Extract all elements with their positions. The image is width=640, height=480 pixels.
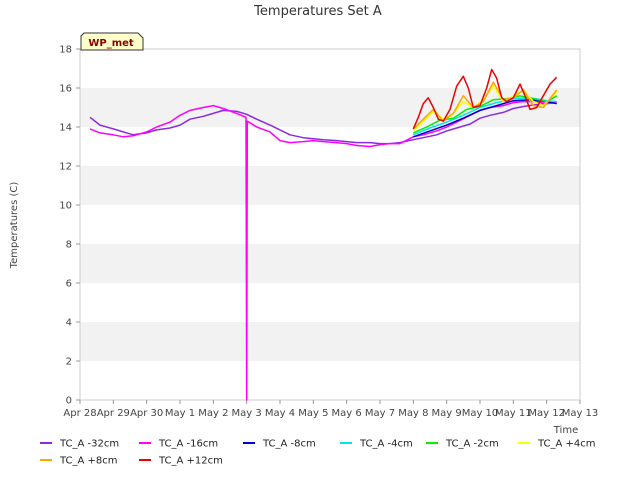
legend: TC_A -32cm TC_A -16cm TC_A -8cm TC_A -4cm TC… [40,439,596,467]
y-tick-label: 16 [59,84,72,95]
x-tick-label: May 6 [332,408,362,419]
series-line-tc-a-8cm [412,81,558,130]
x-tick-label: May 8 [398,408,428,419]
series-line-tc-a-2cm [412,95,558,134]
chart-title: Temperatures Set A [253,4,382,19]
grid-band [80,322,580,361]
x-tick-label: May 9 [432,408,462,419]
y-tick-label: 8 [66,240,72,251]
x-tick-label: Apr 29 [97,408,130,419]
y-tick-label: 4 [66,318,72,329]
legend-label: TC_A -32cm [59,439,119,450]
grid-band [80,244,580,283]
x-tick-label: Apr 28 [63,408,96,419]
grid-bands [80,88,580,361]
y-tick-label: 10 [59,201,72,212]
legend-label: TC_A +4cm [537,439,596,450]
series-line-tc-a-12cm [412,68,558,130]
y-tick-label: 6 [66,279,72,290]
y-tick-label: 0 [66,396,72,407]
x-axis-ticks: Apr 28 Apr 29 Apr 30 May 1 May 2 May 3 May 4 Ma… [63,400,598,419]
station-badge-text: WP_met [88,38,134,49]
x-tick-label: May 1 [165,408,195,419]
station-badge-box [80,32,144,51]
plot-area-frame [79,48,581,401]
x-tick-label: May 12 [528,408,565,419]
y-axis-ticks: 0 2 4 6 8 10 12 14 16 18 [59,45,80,407]
x-tick-label: May 10 [462,408,499,419]
legend-label: TC_A +12cm [158,456,223,467]
x-tick-label: May 4 [265,408,295,419]
x-tick-label: Apr 30 [130,408,163,419]
x-axis-label: Time [553,425,578,436]
y-tick-label: 12 [59,162,72,173]
grid-band [80,88,580,127]
legend-label: TC_A -4cm [359,439,413,450]
x-tick-label: May 11 [495,408,532,419]
station-badge: WP_met [80,32,144,51]
y-tick-label: 14 [59,123,72,134]
series-lines [89,68,558,401]
x-tick-label: May 7 [365,408,395,419]
y-tick-label: 2 [66,357,72,368]
y-axis-label: Temperatures (C) [9,182,20,270]
x-tick-label: May 5 [298,408,328,419]
y-tick-label: 18 [59,45,72,56]
legend-label: TC_A -16cm [158,439,218,450]
x-tick-label: May 13 [562,408,599,419]
series-line-tc-a-32cm [89,101,557,145]
x-tick-label: May 2 [198,408,228,419]
legend-label: TC_A +8cm [59,456,118,467]
series-line-tc-a-8cm [413,98,557,138]
legend-label: TC_A -2cm [445,439,499,450]
x-tick-label: May 3 [232,408,262,419]
grid-band [80,166,580,205]
legend-label: TC_A -8cm [262,439,316,450]
